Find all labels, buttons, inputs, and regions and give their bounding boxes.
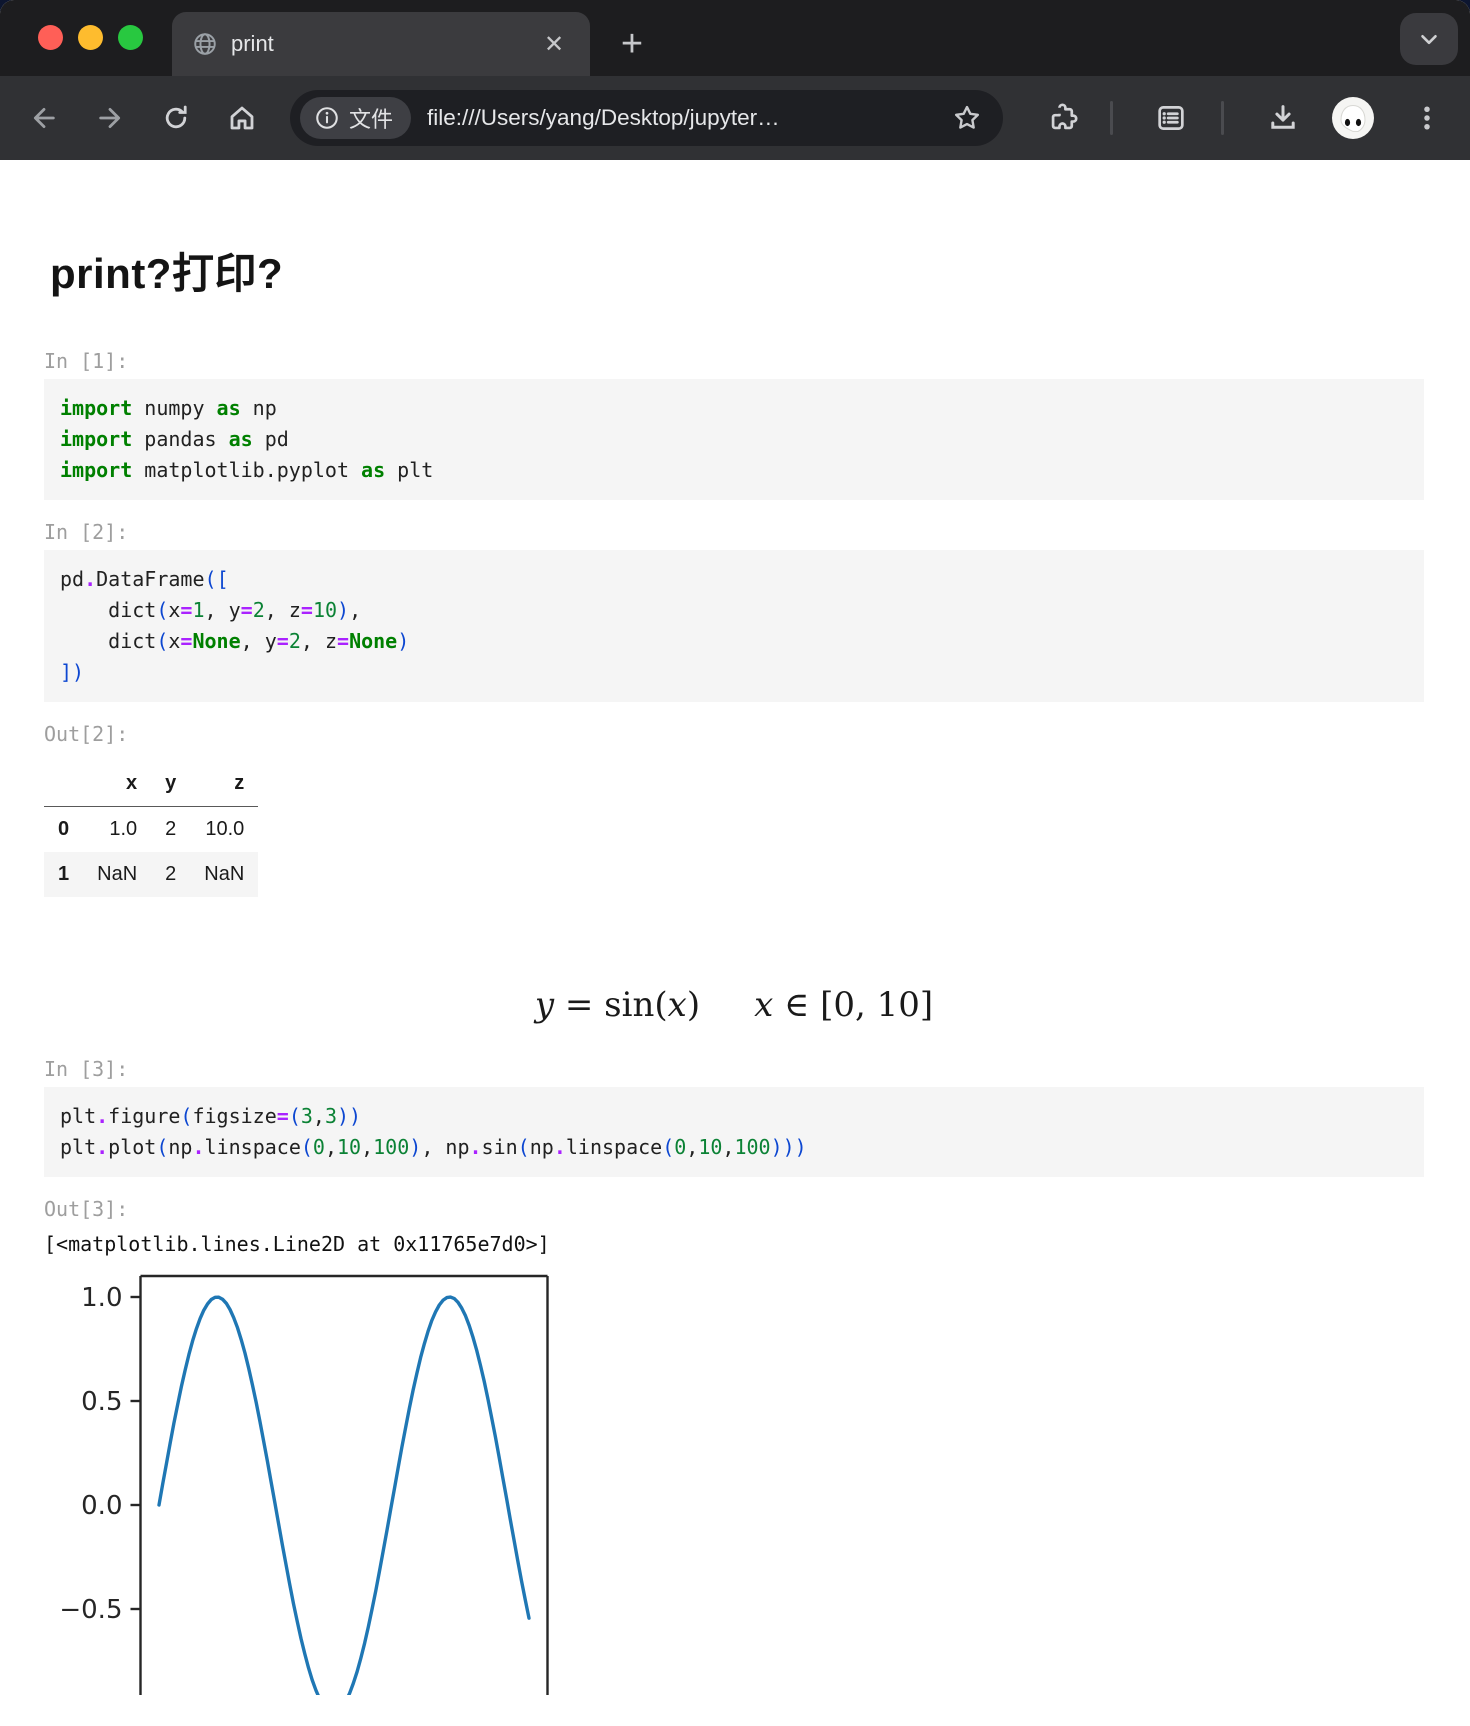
svg-text:1.0: 1.0 — [81, 1283, 122, 1313]
output-prompt-3: Out[3]: — [44, 1197, 129, 1221]
site-info-chip[interactable]: 文件 — [300, 97, 412, 139]
puzzle-piece-icon — [1051, 103, 1078, 130]
svg-text:0.0: 0.0 — [81, 1491, 122, 1521]
input-prompt-2: In [2]: — [44, 520, 129, 544]
window-controls — [38, 25, 143, 50]
toolbar-divider — [1221, 101, 1224, 135]
three-dots-icon — [1424, 106, 1430, 130]
minimize-window-button[interactable] — [78, 25, 103, 50]
new-tab-button[interactable]: + — [620, 22, 644, 65]
matplotlib-figure: 1.0 0.5 0.0 −0.5 — [44, 1267, 1424, 1695]
home-button[interactable] — [220, 96, 264, 140]
code-cell-2: pd.DataFrame([ dict(x=1, y=2, z=10), dic… — [44, 550, 1424, 702]
output-prompt-2: Out[2]: — [44, 722, 129, 746]
url-text[interactable]: file:///Users/yang/Desktop/jupyter… — [427, 105, 780, 130]
download-icon — [1271, 105, 1295, 129]
svg-text:0.5: 0.5 — [81, 1387, 122, 1417]
svg-text:−0.5: −0.5 — [59, 1595, 122, 1625]
code-cell-3: plt.figure(figsize=(3,3)) plt.plot(np.lin… — [44, 1087, 1424, 1177]
info-icon — [316, 107, 338, 129]
notebook-page: print?打印? In [1]: import numpy as np impo… — [0, 160, 1470, 1726]
browser-toolbar: 文件 file:///Users/yang/Desktop/jupyter… — [0, 76, 1470, 160]
globe-favicon-icon — [192, 31, 218, 57]
fullscreen-window-button[interactable] — [118, 25, 143, 50]
math-formula: y = sin(x) x ∈ [0, 10] — [534, 985, 934, 1025]
toolbar-divider — [1110, 101, 1113, 135]
address-bar[interactable]: 文件 file:///Users/yang/Desktop/jupyter… — [290, 90, 1003, 146]
active-tab[interactable]: print ✕ — [172, 12, 590, 76]
extensions-button[interactable] — [1041, 96, 1085, 140]
close-window-button[interactable] — [38, 25, 63, 50]
menu-button[interactable] — [1405, 96, 1449, 140]
sine-plot: 1.0 0.5 0.0 −0.5 — [59, 1274, 549, 1695]
tab-search-button[interactable] — [1400, 13, 1458, 65]
code-cell-1: import numpy as np import pandas as pd imp… — [44, 379, 1424, 500]
chevron-down-icon — [1421, 34, 1437, 45]
input-prompt-3: In [3]: — [44, 1057, 129, 1081]
back-button[interactable] — [22, 96, 66, 140]
bookmark-star-icon[interactable] — [945, 96, 989, 140]
page-title: print?打印? — [50, 250, 284, 297]
downloads-button[interactable] — [1261, 96, 1305, 140]
output-repr-text: [<matplotlib.lines.Line2D at 0x11765e7d0… — [44, 1232, 550, 1256]
reading-list-button[interactable] — [1149, 96, 1193, 140]
profile-avatar[interactable] — [1331, 96, 1375, 140]
list-panel-icon — [1158, 106, 1184, 130]
tab-title: print — [231, 31, 274, 56]
close-tab-icon[interactable]: ✕ — [543, 30, 565, 58]
reload-button[interactable] — [154, 96, 198, 140]
site-info-label: 文件 — [349, 107, 394, 132]
dataframe-table: x y z 0 1.0 2 10.0 1 NaN 2 NaN — [44, 761, 259, 897]
tab-strip: print ✕ + — [0, 0, 1470, 76]
input-prompt-1: In [1]: — [44, 349, 129, 373]
forward-button[interactable] — [88, 96, 132, 140]
table-row: 0 1.0 2 10.0 — [58, 818, 245, 840]
table-row: 1 NaN 2 NaN — [44, 852, 259, 897]
